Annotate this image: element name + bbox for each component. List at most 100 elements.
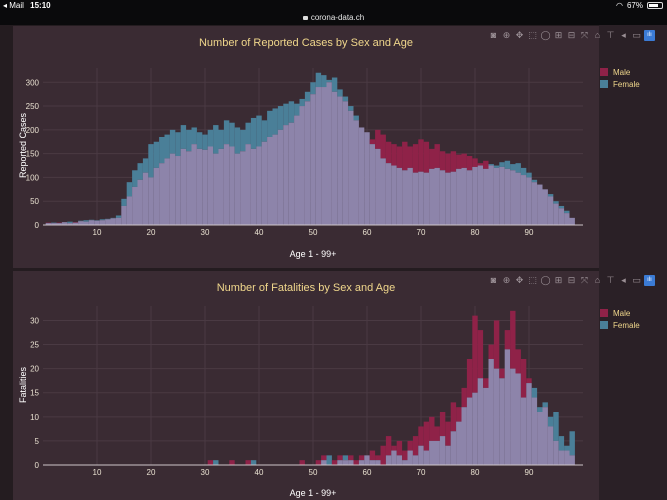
female-bar[interactable] bbox=[326, 455, 332, 465]
overlap-bar[interactable] bbox=[110, 218, 116, 225]
spike-icon[interactable]: ⊤ bbox=[606, 275, 615, 285]
overlap-bar[interactable] bbox=[56, 223, 62, 225]
overlap-bar[interactable] bbox=[461, 167, 467, 225]
female-bar[interactable] bbox=[159, 136, 165, 164]
overlap-bar[interactable] bbox=[407, 167, 413, 225]
female-bar[interactable] bbox=[256, 115, 262, 147]
overlap-bar[interactable] bbox=[348, 460, 354, 465]
overlap-bar[interactable] bbox=[466, 170, 473, 225]
male-bar[interactable] bbox=[429, 416, 435, 441]
male-bar[interactable] bbox=[207, 460, 214, 465]
female-bar[interactable] bbox=[564, 210, 570, 214]
overlap-bar[interactable] bbox=[337, 460, 343, 465]
female-bar[interactable] bbox=[542, 402, 548, 408]
overlap-bar[interactable] bbox=[477, 165, 484, 225]
overlap-bar[interactable] bbox=[121, 205, 127, 225]
overlap-bar[interactable] bbox=[558, 208, 565, 225]
overlap-bar[interactable] bbox=[547, 426, 554, 465]
overlap-bar[interactable] bbox=[191, 144, 197, 225]
female-bar[interactable] bbox=[229, 122, 235, 147]
zoom-in-icon[interactable]: ⊞ bbox=[554, 30, 563, 40]
overlap-bar[interactable] bbox=[412, 455, 419, 465]
overlap-bar[interactable] bbox=[385, 455, 392, 465]
female-bar[interactable] bbox=[186, 129, 192, 152]
female-bar[interactable] bbox=[342, 96, 349, 102]
overlap-bar[interactable] bbox=[510, 170, 516, 225]
overlap-bar[interactable] bbox=[342, 101, 349, 225]
overlap-bar[interactable] bbox=[369, 460, 376, 465]
overlap-bar[interactable] bbox=[321, 460, 327, 465]
overlap-bar[interactable] bbox=[223, 144, 230, 225]
overlap-bar[interactable] bbox=[493, 167, 500, 225]
male-bar[interactable] bbox=[412, 144, 419, 173]
overlap-bar[interactable] bbox=[445, 445, 451, 465]
overlap-bar[interactable] bbox=[499, 166, 505, 225]
overlap-bar[interactable] bbox=[213, 153, 219, 225]
cases-chart[interactable]: 0 50 100 150 200 250 300 10 20 30 40 50 60 70 80 90 bbox=[13, 26, 599, 268]
overlap-bar[interactable] bbox=[531, 182, 538, 225]
legend-item-female[interactable]: Female bbox=[600, 319, 640, 331]
female-bar[interactable] bbox=[299, 98, 305, 107]
overlap-bar[interactable] bbox=[472, 166, 478, 225]
overlap-bar[interactable] bbox=[245, 144, 251, 225]
overlap-bar[interactable] bbox=[380, 158, 386, 225]
female-bar[interactable] bbox=[558, 436, 565, 451]
overlap-bar[interactable] bbox=[402, 460, 408, 465]
overlap-bar[interactable] bbox=[429, 440, 435, 465]
female-bar[interactable] bbox=[223, 120, 230, 145]
male-bar[interactable] bbox=[483, 160, 489, 169]
overlap-bar[interactable] bbox=[304, 101, 311, 225]
home-icon[interactable]: ⌂ bbox=[594, 275, 601, 285]
female-bar[interactable] bbox=[294, 103, 300, 116]
overlap-bar[interactable] bbox=[142, 172, 149, 225]
overlap-bar[interactable] bbox=[564, 450, 570, 465]
male-bar[interactable] bbox=[450, 402, 457, 432]
male-bar[interactable] bbox=[488, 344, 494, 359]
overlap-bar[interactable] bbox=[45, 223, 52, 225]
female-bar[interactable] bbox=[493, 165, 500, 168]
overlap-bar[interactable] bbox=[137, 179, 143, 225]
overlap-bar[interactable] bbox=[439, 436, 446, 465]
overlap-bar[interactable] bbox=[493, 368, 500, 465]
female-bar[interactable] bbox=[499, 162, 505, 167]
male-bar[interactable] bbox=[493, 320, 500, 369]
female-bar[interactable] bbox=[504, 160, 511, 169]
male-bar[interactable] bbox=[439, 412, 446, 437]
female-bar[interactable] bbox=[558, 205, 565, 209]
male-bar[interactable] bbox=[504, 330, 511, 350]
overlap-bar[interactable] bbox=[321, 87, 327, 225]
female-bar[interactable] bbox=[531, 387, 538, 398]
overlap-bar[interactable] bbox=[261, 141, 268, 225]
female-bar[interactable] bbox=[353, 115, 359, 121]
overlap-bar[interactable] bbox=[569, 217, 575, 225]
male-bar[interactable] bbox=[407, 146, 413, 168]
female-bar[interactable] bbox=[348, 106, 354, 111]
female-bar[interactable] bbox=[321, 75, 327, 88]
female-bar[interactable] bbox=[250, 117, 257, 149]
overlap-bar[interactable] bbox=[531, 397, 538, 465]
male-bar[interactable] bbox=[331, 460, 338, 465]
overlap-bar[interactable] bbox=[267, 136, 273, 225]
overlap-bar[interactable] bbox=[520, 397, 527, 465]
overlap-bar[interactable] bbox=[537, 184, 543, 225]
male-bar[interactable] bbox=[466, 156, 473, 171]
camera-icon[interactable]: ◙ bbox=[490, 30, 497, 40]
overlap-bar[interactable] bbox=[348, 110, 354, 225]
female-bar[interactable] bbox=[202, 134, 208, 150]
female-bar[interactable] bbox=[207, 129, 214, 147]
female-bar[interactable] bbox=[564, 445, 570, 451]
overlap-bar[interactable] bbox=[466, 397, 473, 465]
overlap-bar[interactable] bbox=[472, 392, 478, 465]
overlap-bar[interactable] bbox=[423, 450, 430, 465]
male-bar[interactable] bbox=[429, 148, 435, 169]
overlap-bar[interactable] bbox=[504, 349, 511, 465]
overlap-bar[interactable] bbox=[88, 220, 95, 225]
male-bar[interactable] bbox=[477, 330, 484, 379]
male-bar[interactable] bbox=[515, 349, 521, 374]
hover-closest-icon[interactable]: ◂ bbox=[621, 275, 626, 285]
overlap-bar[interactable] bbox=[180, 148, 187, 225]
overlap-bar[interactable] bbox=[315, 87, 322, 225]
overlap-bar[interactable] bbox=[412, 172, 419, 225]
zoom-icon[interactable]: ⊕ bbox=[502, 275, 511, 285]
zoom-icon[interactable]: ⊕ bbox=[502, 30, 511, 40]
